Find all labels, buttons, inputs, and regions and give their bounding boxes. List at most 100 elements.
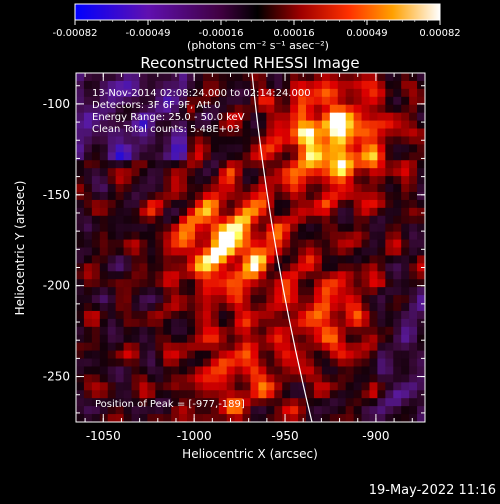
heatmap-pixel <box>321 366 331 375</box>
heatmap-pixel <box>107 73 117 82</box>
heatmap-pixel <box>115 247 124 256</box>
heatmap-pixel <box>76 271 85 280</box>
heatmap-pixel <box>393 120 402 129</box>
heatmap-pixel <box>131 263 140 272</box>
heatmap-pixel <box>179 271 188 280</box>
heatmap-pixel <box>282 120 291 129</box>
heatmap-pixel <box>91 287 101 296</box>
heatmap-pixel <box>83 382 93 391</box>
heatmap-pixel <box>202 303 212 312</box>
heatmap-pixel <box>377 199 386 209</box>
heatmap-pixel <box>234 96 243 106</box>
heatmap-pixel <box>417 120 425 129</box>
heatmap-pixel <box>401 80 410 90</box>
heatmap-pixel <box>218 406 228 415</box>
heatmap-pixel <box>83 287 93 296</box>
heatmap-pixel <box>337 310 347 320</box>
heatmap-pixel <box>377 295 386 304</box>
heatmap-pixel <box>258 112 267 121</box>
heatmap-pixel <box>377 374 386 383</box>
heatmap-pixel <box>91 271 101 280</box>
heatmap-pixel <box>234 112 243 121</box>
heatmap-pixel <box>321 160 331 169</box>
heatmap-pixel <box>369 207 378 217</box>
heatmap-pixel <box>171 104 180 114</box>
heatmap-pixel <box>91 191 101 201</box>
heatmap-pixel <box>345 215 355 225</box>
heatmap-pixel <box>321 263 331 272</box>
heatmap-pixel <box>107 255 117 264</box>
heatmap-pixel <box>147 239 156 248</box>
heatmap-pixel <box>393 390 402 399</box>
heatmap-pixel <box>179 184 188 193</box>
heatmap-pixel <box>242 374 251 383</box>
heatmap-pixel <box>131 136 140 145</box>
heatmap-pixel <box>369 390 378 399</box>
heatmap-pixel <box>369 144 378 153</box>
heatmap-pixel <box>194 414 204 422</box>
heatmap-pixel <box>179 279 188 288</box>
heatmap-pixel <box>76 120 85 129</box>
heatmap-pixel <box>401 279 410 288</box>
heatmap-pixel <box>155 191 164 201</box>
heatmap-pixel <box>298 318 307 328</box>
heatmap-pixel <box>290 160 299 169</box>
heatmap-pixel <box>409 184 418 193</box>
heatmap-pixel <box>409 176 418 185</box>
heatmap-pixel <box>282 160 291 169</box>
heatmap-pixel <box>107 231 117 240</box>
heatmap-pixel <box>91 184 101 193</box>
heatmap-pixel <box>179 96 188 106</box>
heatmap-pixel <box>131 128 140 137</box>
heatmap-pixel <box>131 247 140 256</box>
heatmap-pixel <box>274 326 283 336</box>
heatmap-pixel <box>123 160 132 169</box>
heatmap-pixel <box>99 414 109 422</box>
heatmap-pixel <box>266 80 275 90</box>
heatmap-pixel <box>226 303 236 312</box>
heatmap-pixel <box>274 295 283 304</box>
heatmap-pixel <box>155 112 164 121</box>
heatmap-pixel <box>266 326 275 336</box>
heatmap-pixel <box>313 263 323 272</box>
heatmap-pixel <box>313 136 323 145</box>
heatmap-pixel <box>306 136 315 145</box>
heatmap-pixel <box>131 223 140 233</box>
heatmap-pixel <box>139 303 148 312</box>
heatmap-pixel <box>76 398 85 407</box>
heatmap-pixel <box>361 152 370 161</box>
heatmap-pixel <box>369 168 378 177</box>
heatmap-pixel <box>417 207 425 217</box>
heatmap-pixel <box>313 414 323 422</box>
heatmap-pixel <box>329 176 339 185</box>
heatmap-pixel <box>337 334 347 344</box>
heatmap-pixel <box>298 73 307 82</box>
heatmap-pixel <box>226 318 236 328</box>
heatmap-pixel <box>131 406 140 415</box>
heatmap-pixel <box>401 104 410 114</box>
heatmap-pixel <box>115 310 124 320</box>
heatmap-pixel <box>155 152 164 161</box>
heatmap-pixel <box>155 358 164 367</box>
heatmap-pixel <box>369 263 378 272</box>
heatmap-pixel <box>210 215 220 225</box>
heatmap-pixel <box>298 350 307 359</box>
heatmap-pixel <box>242 271 251 280</box>
heatmap-pixel <box>234 176 243 185</box>
heatmap-pixel <box>258 382 267 391</box>
heatmap-pixel <box>83 318 93 328</box>
heatmap-pixel <box>163 112 172 121</box>
heatmap-pixel <box>274 414 283 422</box>
heatmap-pixel <box>163 96 172 106</box>
annotation-detectors: Detectors: 3F 6F 9F, Att 0 <box>92 100 220 111</box>
heatmap-pixel <box>345 398 355 407</box>
heatmap-pixel <box>313 279 323 288</box>
heatmap-pixel <box>83 191 93 201</box>
heatmap-pixel <box>274 247 283 256</box>
heatmap-pixel <box>409 191 418 201</box>
heatmap-pixel <box>417 80 425 90</box>
heatmap-pixel <box>91 168 101 177</box>
heatmap-pixel <box>321 231 331 240</box>
x-tick-label: -950 <box>271 429 298 443</box>
heatmap-pixel <box>361 390 370 399</box>
